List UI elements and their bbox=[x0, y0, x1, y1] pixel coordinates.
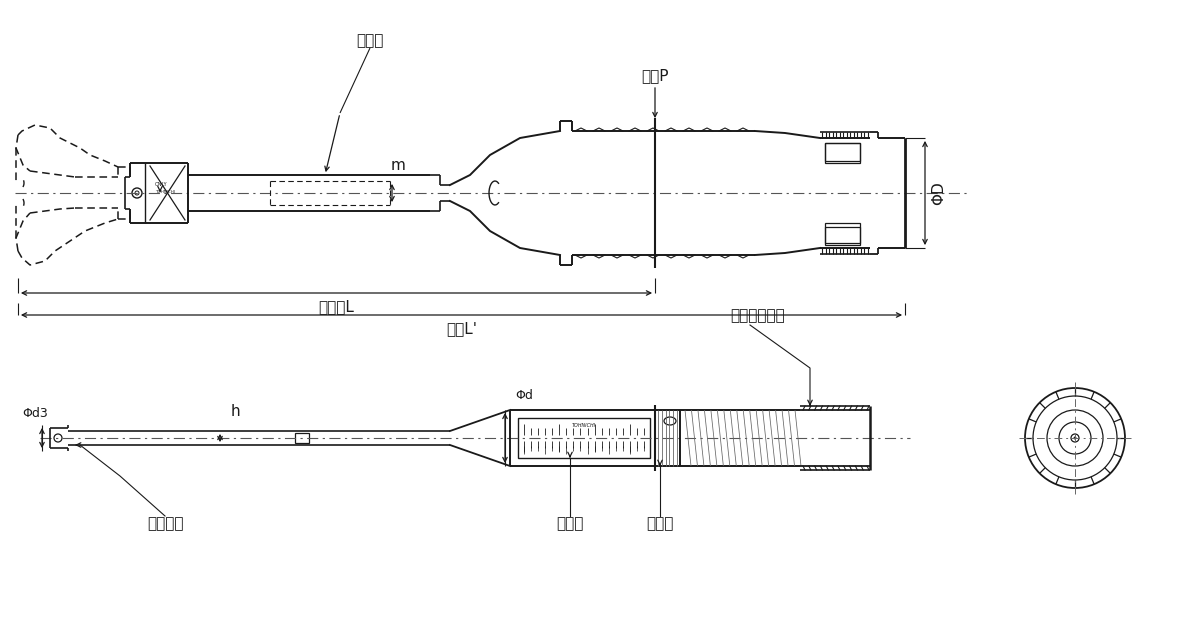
Text: 剩目盛: 剩目盛 bbox=[647, 516, 673, 531]
Text: 製造番号: 製造番号 bbox=[146, 516, 184, 531]
Bar bbox=[826, 143, 860, 163]
Text: h: h bbox=[230, 404, 240, 419]
Text: 有効長L: 有効長L bbox=[318, 299, 354, 314]
Bar bbox=[295, 433, 310, 443]
Bar bbox=[826, 143, 860, 161]
Text: 主目盛: 主目盛 bbox=[557, 516, 583, 531]
Text: TOHNICHI: TOHNICHI bbox=[155, 190, 175, 194]
Text: 全長L': 全長L' bbox=[446, 321, 478, 336]
Bar bbox=[826, 223, 860, 243]
Bar bbox=[518, 418, 650, 458]
Text: m: m bbox=[390, 158, 406, 173]
Text: アジャスター: アジャスター bbox=[730, 308, 785, 323]
Text: ONLY: ONLY bbox=[155, 182, 168, 187]
Text: ΦD: ΦD bbox=[931, 181, 946, 205]
Bar bbox=[826, 227, 860, 245]
Text: 型式名: 型式名 bbox=[356, 33, 384, 48]
Circle shape bbox=[1074, 437, 1076, 439]
Text: Φd3: Φd3 bbox=[22, 407, 48, 420]
Text: TOHNICHI: TOHNICHI bbox=[572, 423, 596, 428]
Text: 手力P: 手力P bbox=[641, 68, 668, 83]
Text: Φd: Φd bbox=[515, 389, 533, 402]
